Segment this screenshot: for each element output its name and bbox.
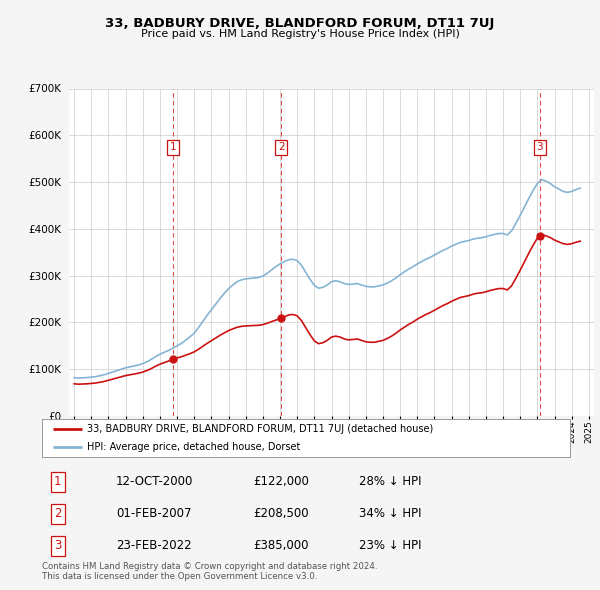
Text: 2: 2 bbox=[278, 142, 285, 152]
Text: 1: 1 bbox=[170, 142, 176, 152]
Text: 12-OCT-2000: 12-OCT-2000 bbox=[116, 475, 193, 488]
Text: 01-FEB-2007: 01-FEB-2007 bbox=[116, 507, 191, 520]
Text: £208,500: £208,500 bbox=[253, 507, 309, 520]
Text: Contains HM Land Registry data © Crown copyright and database right 2024.
This d: Contains HM Land Registry data © Crown c… bbox=[42, 562, 377, 581]
Text: £122,000: £122,000 bbox=[253, 475, 309, 488]
Text: 34% ↓ HPI: 34% ↓ HPI bbox=[359, 507, 421, 520]
Text: 33, BADBURY DRIVE, BLANDFORD FORUM, DT11 7UJ (detached house): 33, BADBURY DRIVE, BLANDFORD FORUM, DT11… bbox=[87, 424, 433, 434]
Text: 23% ↓ HPI: 23% ↓ HPI bbox=[359, 539, 421, 552]
Text: Price paid vs. HM Land Registry's House Price Index (HPI): Price paid vs. HM Land Registry's House … bbox=[140, 29, 460, 39]
Text: 3: 3 bbox=[54, 539, 62, 552]
Text: 3: 3 bbox=[536, 142, 543, 152]
Text: 33, BADBURY DRIVE, BLANDFORD FORUM, DT11 7UJ: 33, BADBURY DRIVE, BLANDFORD FORUM, DT11… bbox=[106, 17, 494, 30]
Text: 2: 2 bbox=[54, 507, 62, 520]
Text: £385,000: £385,000 bbox=[253, 539, 309, 552]
Text: 23-FEB-2022: 23-FEB-2022 bbox=[116, 539, 191, 552]
Text: 28% ↓ HPI: 28% ↓ HPI bbox=[359, 475, 421, 488]
Text: HPI: Average price, detached house, Dorset: HPI: Average price, detached house, Dors… bbox=[87, 442, 300, 452]
Text: 1: 1 bbox=[54, 475, 62, 488]
